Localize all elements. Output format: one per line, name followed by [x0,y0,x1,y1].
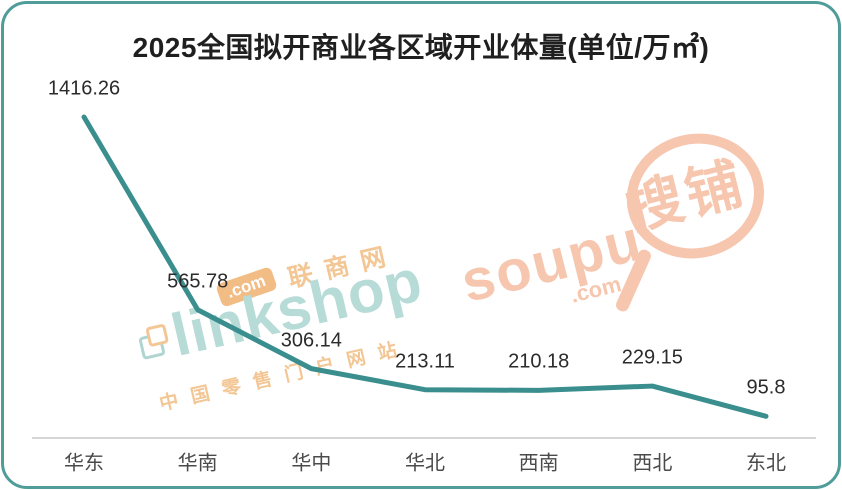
data-label: 210.18 [508,350,570,373]
data-label: 306.14 [280,329,342,352]
x-axis-label: 华东 [64,452,104,475]
data-label: 213.11 [395,350,455,373]
data-label: 95.8 [746,376,786,399]
chart-title: 2025全国拟开商业各区域开业体量(单位/万㎡) [132,32,710,63]
x-axis-line [32,437,816,439]
x-axis-label: 东北 [746,452,786,475]
data-line [81,114,769,419]
x-axis-label: 华南 [177,452,218,475]
data-label: 565.78 [167,270,229,293]
data-label: 1416.26 [47,77,121,100]
x-axis-label: 西北 [632,452,673,475]
line-chart [81,114,769,419]
x-axis-label: 华中 [291,452,332,475]
x-axis-label: 华北 [405,452,445,475]
x-axis-label: 西南 [518,452,559,475]
data-label: 229.15 [621,346,683,369]
